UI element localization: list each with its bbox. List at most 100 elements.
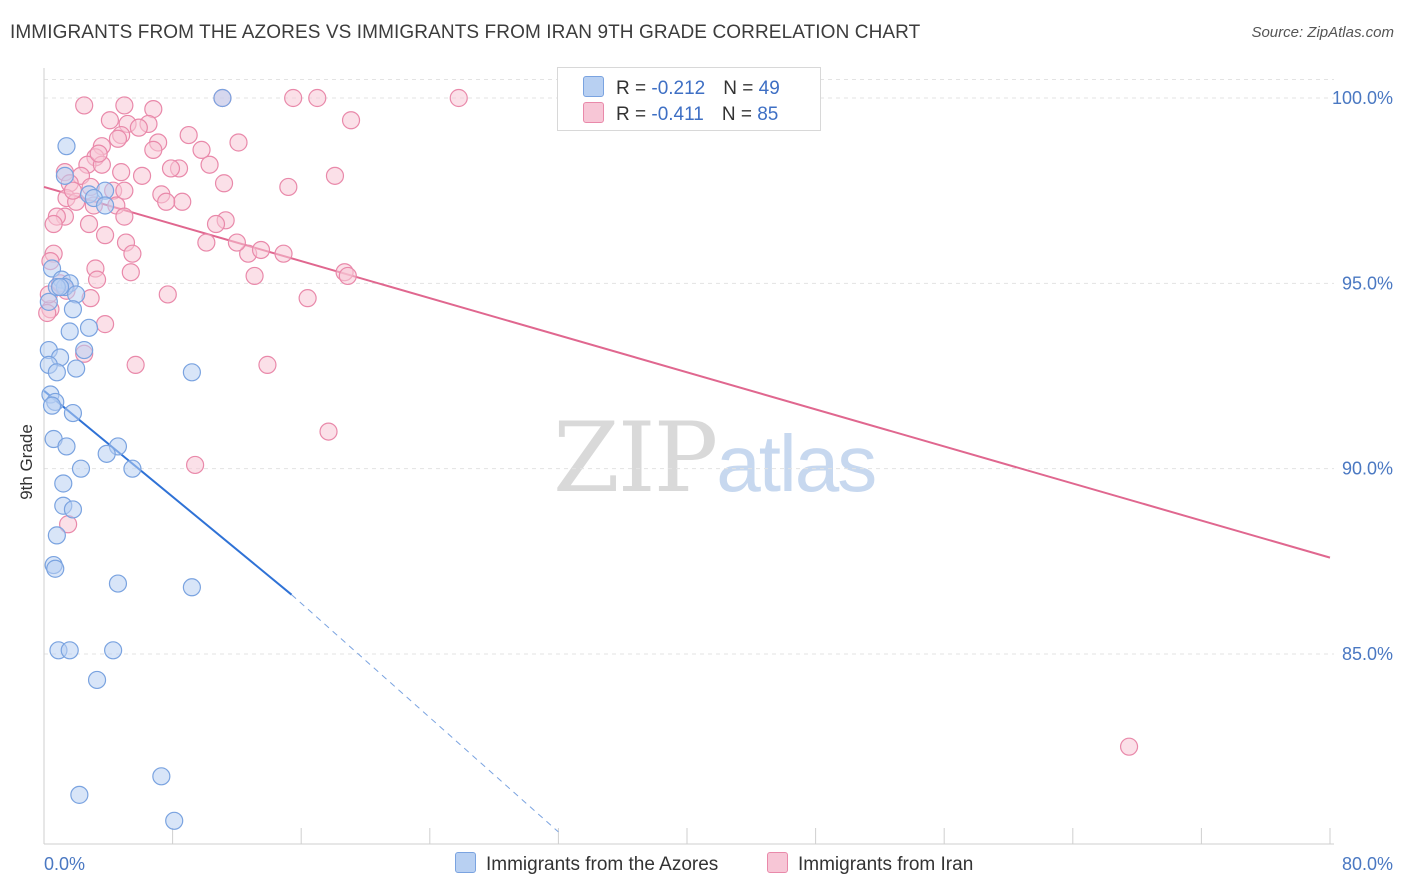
azores-point bbox=[182, 363, 201, 382]
correlation-legend: R = -0.212 N = 49 R = -0.411 N = 85 bbox=[557, 67, 821, 131]
azores-point bbox=[67, 359, 86, 378]
axis-labels: 85.0% 90.0% 95.0% 100.0% 0.0% 80.0% 9th Grade bbox=[17, 88, 1393, 874]
watermark-atlas: atlas bbox=[716, 419, 877, 508]
iran-point bbox=[157, 192, 176, 211]
iran-point bbox=[341, 111, 361, 130]
azores-point bbox=[57, 437, 76, 456]
y-tick-label: 100.0% bbox=[1332, 88, 1393, 108]
azores-point bbox=[152, 767, 171, 786]
source-label: Source: ZipAtlas.com bbox=[1251, 24, 1394, 41]
azores-point bbox=[60, 641, 79, 660]
iran-r-value: -0.411 bbox=[651, 104, 704, 125]
azores-point bbox=[70, 785, 89, 804]
iran-point bbox=[123, 244, 142, 263]
iran-point bbox=[298, 289, 317, 308]
bottom-iran-swatch bbox=[767, 852, 788, 873]
iran-point bbox=[200, 155, 219, 174]
bottom-azores-label: Immigrants from the Azores bbox=[486, 854, 719, 875]
iran-point bbox=[121, 263, 140, 282]
azores-point bbox=[71, 459, 91, 478]
iran-point bbox=[89, 144, 108, 163]
iran-point bbox=[325, 166, 345, 185]
iran-point bbox=[79, 214, 99, 234]
azores-point bbox=[60, 322, 79, 341]
data-points bbox=[38, 88, 1139, 830]
x-tick-label-min: 0.0% bbox=[44, 854, 85, 874]
axes bbox=[43, 68, 1334, 845]
azores-point bbox=[79, 318, 99, 337]
azores-point bbox=[182, 578, 201, 597]
iran-point bbox=[173, 192, 192, 211]
azores-r-value: -0.212 bbox=[651, 78, 706, 99]
y-tick-label: 90.0% bbox=[1342, 459, 1393, 479]
iran-point bbox=[63, 181, 83, 200]
azores-point bbox=[54, 474, 73, 493]
iran-point bbox=[161, 159, 181, 178]
iran-point bbox=[449, 88, 468, 108]
azores-point bbox=[87, 670, 107, 690]
x-tick-label-max: 80.0% bbox=[1342, 854, 1393, 874]
iran-point bbox=[308, 88, 327, 108]
azores-point bbox=[55, 166, 74, 185]
azores-r-label: R = bbox=[616, 78, 652, 99]
iran-point bbox=[1119, 737, 1139, 756]
azores-point bbox=[95, 196, 115, 215]
bottom-legend-azores: Immigrants from the Azores bbox=[455, 852, 718, 876]
iran-point bbox=[144, 140, 163, 159]
iran-point bbox=[284, 88, 303, 108]
azores-swatch bbox=[583, 76, 604, 97]
iran-point bbox=[158, 285, 177, 304]
azores-point bbox=[213, 88, 232, 108]
azores-point bbox=[63, 403, 83, 423]
bottom-azores-swatch bbox=[455, 852, 476, 873]
iran-point bbox=[227, 233, 246, 252]
iran-point bbox=[206, 214, 226, 234]
iran-point bbox=[186, 455, 205, 475]
iran-point bbox=[258, 355, 277, 374]
gridlines bbox=[44, 78, 1334, 655]
iran-point bbox=[179, 125, 198, 145]
azores-point bbox=[104, 641, 123, 660]
bottom-legend-iran: Immigrants from Iran bbox=[767, 852, 973, 876]
iran-point bbox=[112, 163, 131, 182]
iran-n-value: 85 bbox=[757, 104, 779, 125]
iran-point bbox=[338, 266, 357, 286]
iran-point bbox=[115, 181, 134, 200]
watermark-zip: ZIP bbox=[553, 402, 718, 514]
azores-point bbox=[47, 363, 66, 382]
azores-n-label: N = bbox=[723, 78, 759, 99]
azores-point bbox=[63, 300, 83, 319]
iran-point bbox=[229, 133, 248, 152]
azores-point bbox=[67, 285, 86, 304]
iran-point bbox=[44, 214, 63, 234]
watermark: ZIPatlas bbox=[553, 402, 877, 514]
azores-point bbox=[165, 811, 184, 830]
iran-point bbox=[279, 177, 298, 197]
azores-point bbox=[97, 444, 116, 463]
azores-point bbox=[46, 559, 65, 578]
iran-point bbox=[245, 266, 264, 286]
iran-point bbox=[95, 315, 115, 334]
chart-title: IMMIGRANTS FROM THE AZORES VS IMMIGRANTS… bbox=[10, 22, 921, 43]
bottom-iran-label: Immigrants from Iran bbox=[798, 854, 974, 875]
iran-point bbox=[115, 96, 134, 115]
azores-point bbox=[50, 277, 70, 297]
azores-point bbox=[57, 137, 76, 156]
y-tick-label: 95.0% bbox=[1342, 273, 1393, 293]
azores-trend-line bbox=[43, 390, 293, 596]
iran-point bbox=[214, 174, 234, 193]
y-axis-title: 9th Grade bbox=[17, 424, 36, 500]
azores-point bbox=[39, 292, 58, 311]
iran-r-label: R = bbox=[616, 104, 652, 125]
iran-point bbox=[197, 233, 216, 252]
azores-point bbox=[63, 500, 83, 519]
azores-trend-extension bbox=[291, 594, 559, 833]
legend-row-azores: R = -0.212 N = 49 bbox=[583, 76, 780, 100]
iran-n-label: N = bbox=[721, 104, 758, 125]
azores-point bbox=[42, 396, 62, 415]
iran-point bbox=[95, 226, 115, 245]
iran-point bbox=[100, 111, 120, 130]
iran-point bbox=[87, 270, 107, 289]
iran-point bbox=[319, 422, 338, 441]
